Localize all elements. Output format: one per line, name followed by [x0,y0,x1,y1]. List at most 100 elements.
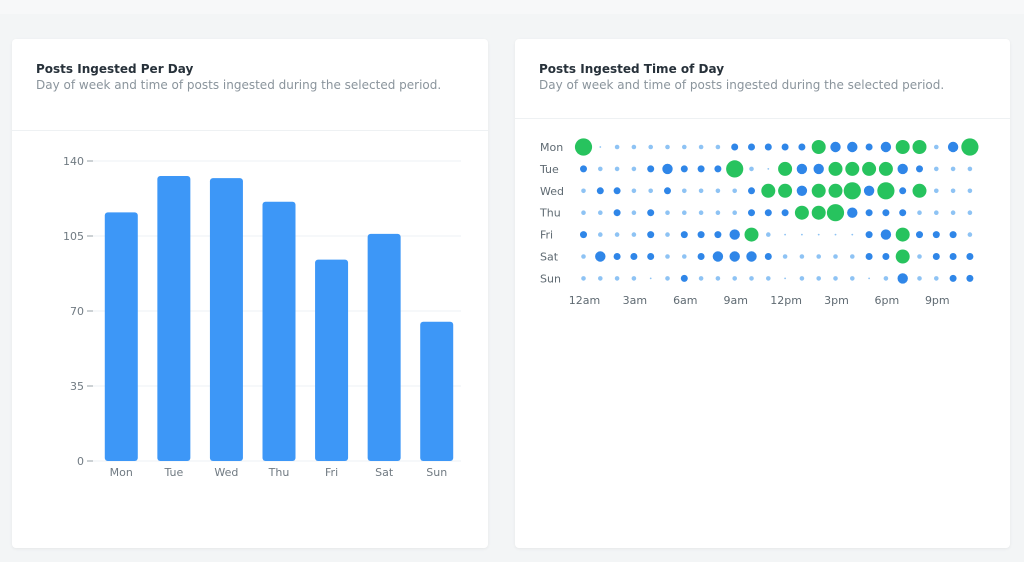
dot-tue-h1 [598,166,603,172]
dot-sat-h10 [746,251,757,262]
dot-tue-h13 [796,163,808,175]
dot-thu-h5 [665,210,670,215]
dot-sat-h2 [613,253,621,260]
dot-thu-h9 [732,210,737,215]
dot-sat-h22 [949,253,957,260]
dot-wed-h16 [843,182,861,200]
x-tick-label: Wed [214,466,238,479]
dot-sat-h20 [917,254,922,259]
dot-wed-h7 [698,188,704,194]
dot-fri-h3 [631,232,637,237]
dot-sat-h15 [833,254,838,259]
hour-tick-label: 9am [723,294,747,307]
dot-thu-h0 [581,210,586,215]
dot-sun-h18 [883,276,889,281]
dot-fri-h21 [932,231,940,239]
dot-sun-h8 [715,276,721,281]
dot-fri-h1 [598,232,603,237]
dot-sun-h7 [698,276,704,281]
dot-tue-h8 [714,165,722,173]
bar-mon [104,212,138,461]
dot-fri-h23 [967,232,973,237]
dot-tue-h12 [778,161,793,176]
dot-mon-h23 [961,138,979,156]
bar-tue [157,176,191,461]
dot-sat-h7 [697,253,705,260]
dot-mon-h5 [665,144,670,150]
hour-tick-label: 12am [569,294,600,307]
dot-mon-h12 [781,143,789,151]
dot-sun-h14 [816,276,821,281]
dot-wed-h5 [664,187,671,195]
dot-fri-h12 [784,233,786,236]
dot-sun-h2 [614,276,620,281]
row-label-sat: Sat [540,251,559,264]
dot-thu-h23 [967,210,973,215]
dot-mon-h22 [947,141,959,153]
dot-wed-h19 [899,187,907,195]
dot-tue-h20 [916,165,923,173]
dot-sun-h5 [665,276,670,281]
dot-mon-h11 [764,143,772,151]
x-tick-label: Thu [268,466,290,479]
dot-tue-h5 [662,163,673,175]
dot-mon-h21 [934,144,939,150]
dot-wed-h12 [778,183,793,198]
x-tick-label: Mon [110,466,133,479]
dot-fri-h8 [714,231,722,239]
dot-fri-h11 [766,232,771,237]
dot-mon-h18 [880,141,892,153]
hour-tick-label: 9pm [925,294,950,307]
bar-fri [315,259,349,461]
dot-sun-h0 [581,276,586,281]
bar-chart: 0 35 70 105 140 Mon Tue Wed Thu Fri Sat Sun [63,155,461,479]
dot-fri-h0 [580,231,587,239]
dot-wed-h23 [967,188,973,194]
dot-mon-h6 [682,144,687,150]
dot-wed-h17 [863,185,875,196]
dot-sat-h4 [647,253,655,260]
dot-fri-h19 [895,227,910,242]
dot-mon-h20 [912,140,927,154]
dot-fri-h6 [680,231,688,239]
dot-mon-h9 [731,143,739,151]
dot-mon-h15 [830,141,841,153]
hour-tick-label: 12pm [770,294,802,307]
dot-sat-h6 [682,254,687,259]
y-tick-label: 35 [70,380,84,393]
dot-sun-h20 [917,276,922,281]
dot-mon-h4 [648,144,653,150]
row-label-wed: Wed [540,185,564,198]
dot-tue-h18 [878,161,893,176]
dot-mon-h1 [599,146,602,148]
dot-sun-h10 [749,276,754,281]
dot-tue-h14 [813,163,824,175]
row-label-mon: Mon [540,141,563,154]
dot-fri-h7 [697,231,705,239]
dot-mon-h13 [798,143,806,151]
card-subtitle: Day of week and time of posts ingested d… [36,78,442,92]
dot-thu-h1 [598,210,603,215]
dot-thu-h6 [682,210,687,215]
dot-wed-h15 [828,183,843,198]
dot-wed-h8 [715,188,721,194]
dot-wed-h9 [732,188,737,194]
dot-fri-h16 [851,233,854,236]
dot-thu-h19 [899,209,907,217]
bar-sun [420,321,454,461]
dot-thu-h18 [882,209,890,217]
dot-wed-h4 [648,188,653,194]
posts-per-day-card: Posts Ingested Per Day Day of week and t… [12,39,488,548]
dot-thu-h17 [865,209,873,217]
dot-thu-h11 [764,209,772,217]
dot-wed-h13 [796,185,808,196]
x-tick-label: Sun [426,466,447,479]
dot-fri-h9 [729,229,740,240]
dot-fri-h10 [744,227,759,242]
dot-sun-h22 [949,274,957,282]
dot-sat-h17 [865,253,873,260]
dot-sat-h0 [581,254,586,259]
y-tick-label: 140 [63,155,84,168]
dot-wed-h22 [950,188,956,194]
row-label-fri: Fri [540,229,553,242]
